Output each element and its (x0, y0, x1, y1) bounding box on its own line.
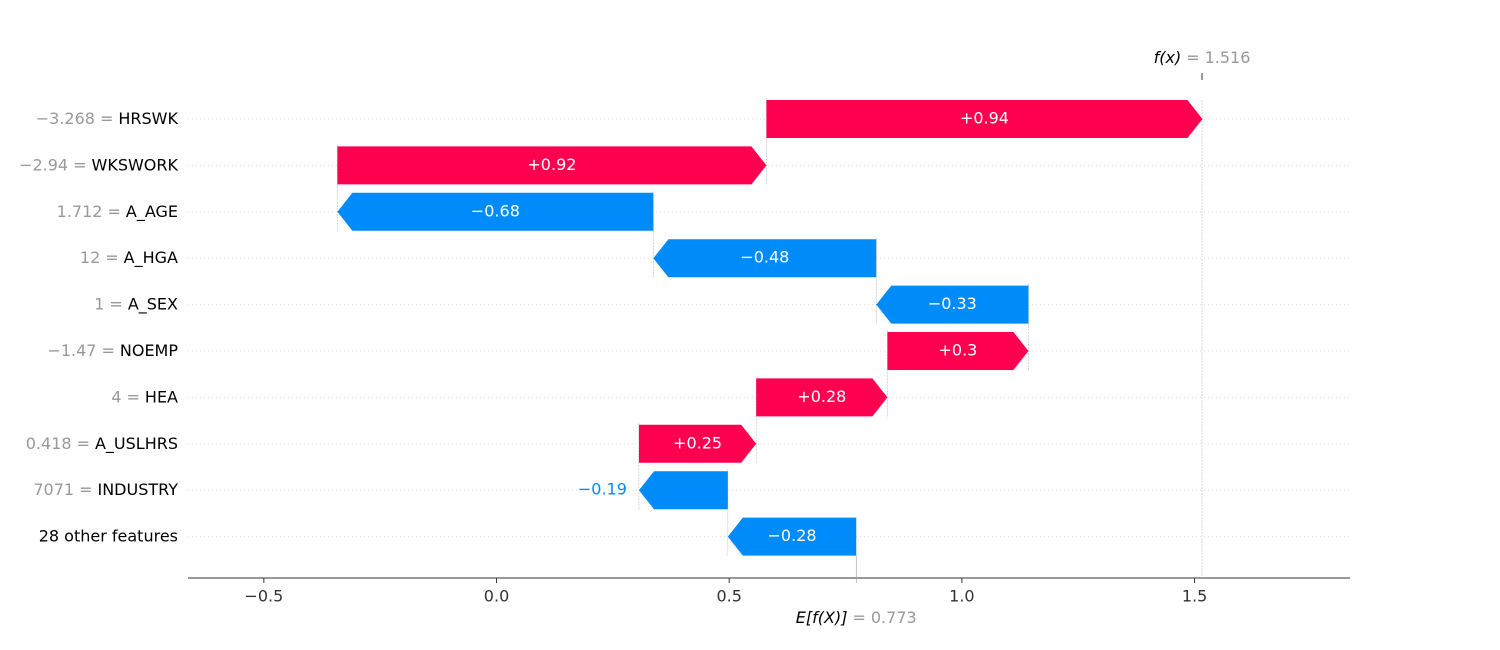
x-tick-label: 0.5 (716, 587, 741, 606)
base-label: E[f(X)] = 0.773 (796, 608, 917, 627)
feature-sep: = (100, 109, 113, 128)
feature-name: A_SEX (128, 294, 178, 314)
value-label: −0.28 (768, 526, 817, 545)
feature-value: 4 (111, 387, 121, 406)
feature-name: NOEMP (120, 341, 178, 360)
feature-name: HRSWK (118, 109, 178, 128)
feature-sep: = (109, 294, 122, 313)
bar (337, 192, 654, 231)
bar (887, 332, 1029, 370)
feature-value: −2.94 (19, 155, 68, 174)
feature-name: A_HGA (124, 248, 178, 268)
bar (766, 100, 1203, 138)
value-label: −0.48 (740, 248, 789, 267)
y-label: 28 other features (39, 526, 178, 545)
feature-sep: = (101, 341, 114, 360)
feature-value: 12 (80, 248, 100, 267)
feature-value: −1.47 (47, 341, 96, 360)
feature-sep: = (79, 480, 92, 499)
value-label: +0.94 (960, 109, 1009, 128)
bar (638, 471, 728, 510)
feature-name: A_USLHRS (95, 433, 178, 453)
value-label: +0.3 (939, 341, 978, 360)
feature-value: 1 (94, 294, 104, 313)
feature-name: 28 other features (39, 526, 178, 545)
y-label: 7071 = INDUSTRY (33, 480, 178, 499)
output-label-value: 1.516 (1205, 48, 1251, 67)
y-label: 4 = HEA (111, 387, 178, 406)
bar (638, 424, 757, 463)
y-label: 1 = A_SEX (94, 294, 178, 314)
base-label-sep: = (852, 608, 865, 627)
output-label-name: f(x) (1154, 48, 1182, 67)
feature-name: WKSWORK (92, 155, 179, 174)
feature-sep: = (107, 201, 120, 220)
output-label-sep: = (1186, 48, 1199, 67)
feature-value: 0.418 (26, 433, 72, 452)
bar (727, 517, 857, 556)
feature-sep: = (73, 155, 86, 174)
output-label: f(x) = 1.516 (1154, 48, 1251, 67)
feature-value: 1.712 (57, 201, 103, 220)
feature-name: A_AGE (126, 201, 178, 221)
base-label-name: E[f(X)] (796, 608, 848, 627)
value-label: +0.28 (797, 387, 846, 406)
y-label: 12 = A_HGA (80, 248, 178, 268)
feature-name: HEA (145, 387, 178, 406)
x-tick-label: 0.0 (484, 587, 509, 606)
bar (337, 146, 767, 185)
feature-value: −3.268 (36, 109, 95, 128)
feature-sep: = (77, 433, 90, 452)
value-label: −0.68 (471, 201, 520, 220)
x-tick-label: −0.5 (244, 587, 283, 606)
y-label: −1.47 = NOEMP (47, 341, 178, 360)
x-tick-label: 1.0 (949, 587, 974, 606)
base-label-value: 0.773 (871, 608, 917, 627)
bar (653, 239, 877, 278)
feature-sep: = (105, 248, 118, 267)
bar (756, 378, 888, 417)
bar (876, 285, 1029, 324)
value-label: +0.92 (527, 155, 576, 174)
y-label: 0.418 = A_USLHRS (26, 433, 178, 453)
value-label: −0.33 (928, 294, 977, 313)
value-label: −0.19 (578, 480, 627, 499)
y-label: −3.268 = HRSWK (36, 109, 179, 128)
y-label: 1.712 = A_AGE (57, 201, 178, 221)
y-label: −2.94 = WKSWORK (19, 155, 178, 174)
x-tick-label: 1.5 (1182, 587, 1207, 606)
feature-sep: = (127, 387, 140, 406)
feature-value: 7071 (33, 480, 74, 499)
feature-name: INDUSTRY (97, 480, 178, 499)
value-label: +0.25 (673, 433, 722, 452)
